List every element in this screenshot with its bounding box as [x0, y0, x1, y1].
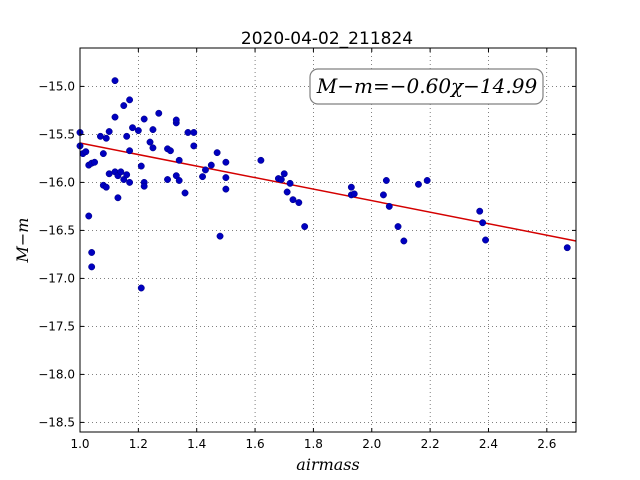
fit-line-layer — [79, 142, 577, 242]
x-tick-label: 1.0 — [70, 437, 89, 451]
data-point — [216, 232, 224, 240]
data-point — [199, 173, 206, 181]
fit-line — [79, 142, 577, 242]
y-tick-label: −18.5 — [38, 415, 75, 429]
data-point — [134, 127, 142, 135]
data-point — [222, 185, 230, 193]
data-point — [207, 161, 215, 169]
y-tick-label: −15.5 — [38, 127, 75, 141]
data-point — [482, 236, 490, 244]
data-points — [76, 77, 571, 292]
data-point — [202, 166, 209, 174]
data-point — [105, 128, 113, 135]
data-point — [379, 191, 387, 199]
data-point — [88, 263, 96, 271]
data-point — [117, 168, 125, 176]
fit-equation-box: M−m=−0.60χ−14.99 — [309, 68, 544, 105]
data-point — [175, 156, 183, 164]
data-point — [114, 194, 122, 202]
data-point — [277, 176, 285, 183]
data-point — [347, 183, 355, 191]
data-point — [140, 182, 148, 190]
data-point — [96, 132, 104, 140]
plot-area-frame — [79, 47, 577, 433]
data-point — [222, 174, 230, 182]
fit-equation: M−m=−0.60χ−14.99 — [316, 74, 538, 98]
y-tick-label: −16.0 — [38, 175, 75, 189]
data-point — [479, 219, 487, 227]
data-point — [149, 126, 157, 134]
data-point — [414, 180, 422, 188]
y-axis-label: M−m — [13, 218, 32, 264]
data-point — [166, 147, 174, 155]
data-point — [146, 138, 154, 146]
data-point — [394, 223, 402, 231]
data-point — [123, 132, 131, 140]
x-tick-label: 2.0 — [362, 437, 381, 451]
x-tick-label: 2.6 — [537, 437, 556, 451]
data-point — [172, 116, 180, 124]
x-tick-label: 1.4 — [187, 437, 206, 451]
data-point — [137, 162, 145, 170]
data-point — [213, 149, 221, 157]
data-point — [289, 196, 297, 204]
y-tick-label: −18.0 — [38, 367, 75, 381]
data-point — [88, 249, 96, 256]
data-point — [126, 96, 134, 104]
data-point — [126, 178, 134, 186]
data-point — [476, 207, 484, 215]
data-point — [295, 199, 303, 207]
data-point — [423, 177, 431, 184]
data-point — [102, 134, 110, 142]
axis-ticks: 1.0 1.2 1.4 1.6 1.8 2.0 2.2 2.4 2.6 −15.0 −15.5 −16… — [38, 48, 576, 451]
y-tick-label: −17.5 — [38, 319, 75, 333]
data-point — [181, 189, 189, 197]
y-tick-label: −17.0 — [38, 271, 75, 285]
data-point — [164, 176, 171, 183]
data-point — [155, 109, 163, 117]
x-tick-label: 2.2 — [421, 437, 440, 451]
x-axis-label: airmass — [296, 455, 359, 474]
data-point — [129, 124, 136, 132]
data-point — [257, 156, 265, 164]
data-point — [126, 147, 134, 155]
data-point — [111, 77, 119, 85]
data-point — [149, 144, 157, 152]
y-tick-label: −15.0 — [38, 79, 75, 93]
data-point — [137, 284, 145, 292]
x-tick-label: 1.2 — [129, 437, 148, 451]
data-point — [280, 170, 288, 178]
data-point — [105, 170, 113, 178]
data-point — [190, 142, 198, 150]
data-point — [120, 102, 128, 110]
data-point — [350, 190, 358, 198]
chart-title: 2020-04-02_211824 — [241, 29, 413, 49]
data-point — [175, 177, 183, 184]
data-point — [400, 237, 408, 245]
data-point — [99, 150, 107, 158]
data-point — [222, 158, 230, 166]
data-point — [82, 148, 90, 156]
x-tick-label: 1.6 — [246, 437, 265, 451]
data-point — [385, 202, 393, 210]
y-tick-label: −16.5 — [38, 223, 75, 237]
data-point — [91, 158, 99, 166]
data-point — [301, 223, 309, 231]
data-point — [286, 179, 294, 187]
data-point — [111, 113, 119, 121]
x-tick-label: 2.4 — [479, 437, 498, 451]
data-point — [140, 115, 148, 123]
data-point — [283, 188, 291, 196]
data-point — [102, 183, 110, 191]
data-point — [123, 171, 131, 179]
grid-lines — [80, 48, 576, 432]
data-point — [184, 129, 192, 136]
data-point — [382, 177, 390, 184]
data-point — [190, 129, 198, 136]
data-point — [85, 212, 93, 220]
data-point — [563, 244, 571, 252]
x-tick-label: 1.8 — [304, 437, 323, 451]
